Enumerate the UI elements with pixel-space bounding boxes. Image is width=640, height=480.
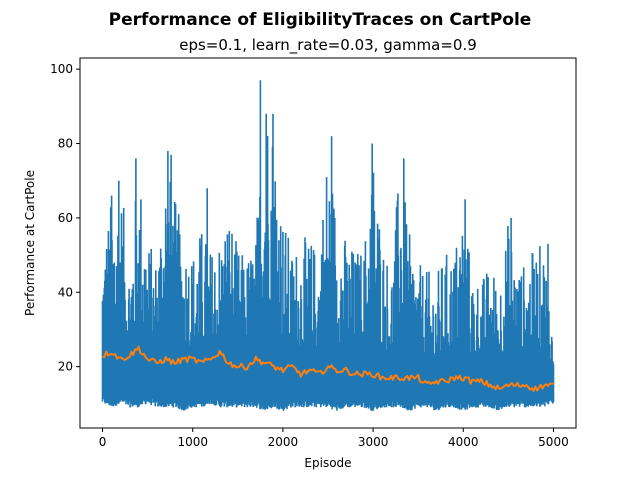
x-tick-label: 4000 <box>448 435 479 449</box>
x-tick-label: 0 <box>99 435 107 449</box>
y-tick-label: 80 <box>58 137 73 151</box>
x-tick-label: 1000 <box>177 435 208 449</box>
y-axis-label: Performance at CartPole <box>23 170 37 316</box>
raw-series-spikes <box>101 80 555 411</box>
x-axis-label: Episode <box>304 456 351 470</box>
plot-area <box>101 80 555 411</box>
y-tick-label: 100 <box>50 62 73 76</box>
x-tick-label: 2000 <box>268 435 299 449</box>
x-axis-ticks: 0 1000 2000 3000 4000 5000 <box>99 428 569 449</box>
x-tick-label: 3000 <box>358 435 389 449</box>
smoothed-performance-line <box>102 345 554 392</box>
axes-frame <box>79 57 577 429</box>
y-tick-label: 60 <box>58 211 73 225</box>
y-tick-label: 20 <box>58 360 73 374</box>
raw-performance-series <box>101 80 555 411</box>
x-tick-label: 5000 <box>538 435 569 449</box>
chart-title: Performance of EligibilityTraces on Cart… <box>109 10 532 30</box>
y-tick-label: 40 <box>58 285 73 299</box>
chart-subtitle: eps=0.1, learn_rate=0.03, gamma=0.9 <box>179 36 477 55</box>
y-axis-ticks: 20 40 60 80 100 <box>50 62 80 374</box>
